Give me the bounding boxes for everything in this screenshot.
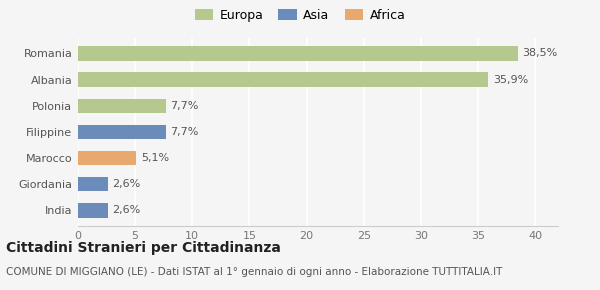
Text: 2,6%: 2,6% — [112, 205, 140, 215]
Legend: Europa, Asia, Africa: Europa, Asia, Africa — [192, 6, 408, 24]
Text: 7,7%: 7,7% — [170, 101, 199, 111]
Bar — [78, 151, 136, 165]
Text: Cittadini Stranieri per Cittadinanza: Cittadini Stranieri per Cittadinanza — [6, 241, 281, 255]
Text: 5,1%: 5,1% — [141, 153, 169, 163]
Bar — [78, 177, 108, 191]
Text: 2,6%: 2,6% — [112, 179, 140, 189]
Text: 7,7%: 7,7% — [170, 127, 199, 137]
Bar — [78, 125, 166, 139]
Bar — [78, 72, 488, 87]
Bar — [78, 203, 108, 218]
Text: 35,9%: 35,9% — [493, 75, 528, 85]
Bar — [78, 99, 166, 113]
Text: 38,5%: 38,5% — [523, 48, 558, 59]
Bar — [78, 46, 518, 61]
Text: COMUNE DI MIGGIANO (LE) - Dati ISTAT al 1° gennaio di ogni anno - Elaborazione T: COMUNE DI MIGGIANO (LE) - Dati ISTAT al … — [6, 267, 502, 277]
